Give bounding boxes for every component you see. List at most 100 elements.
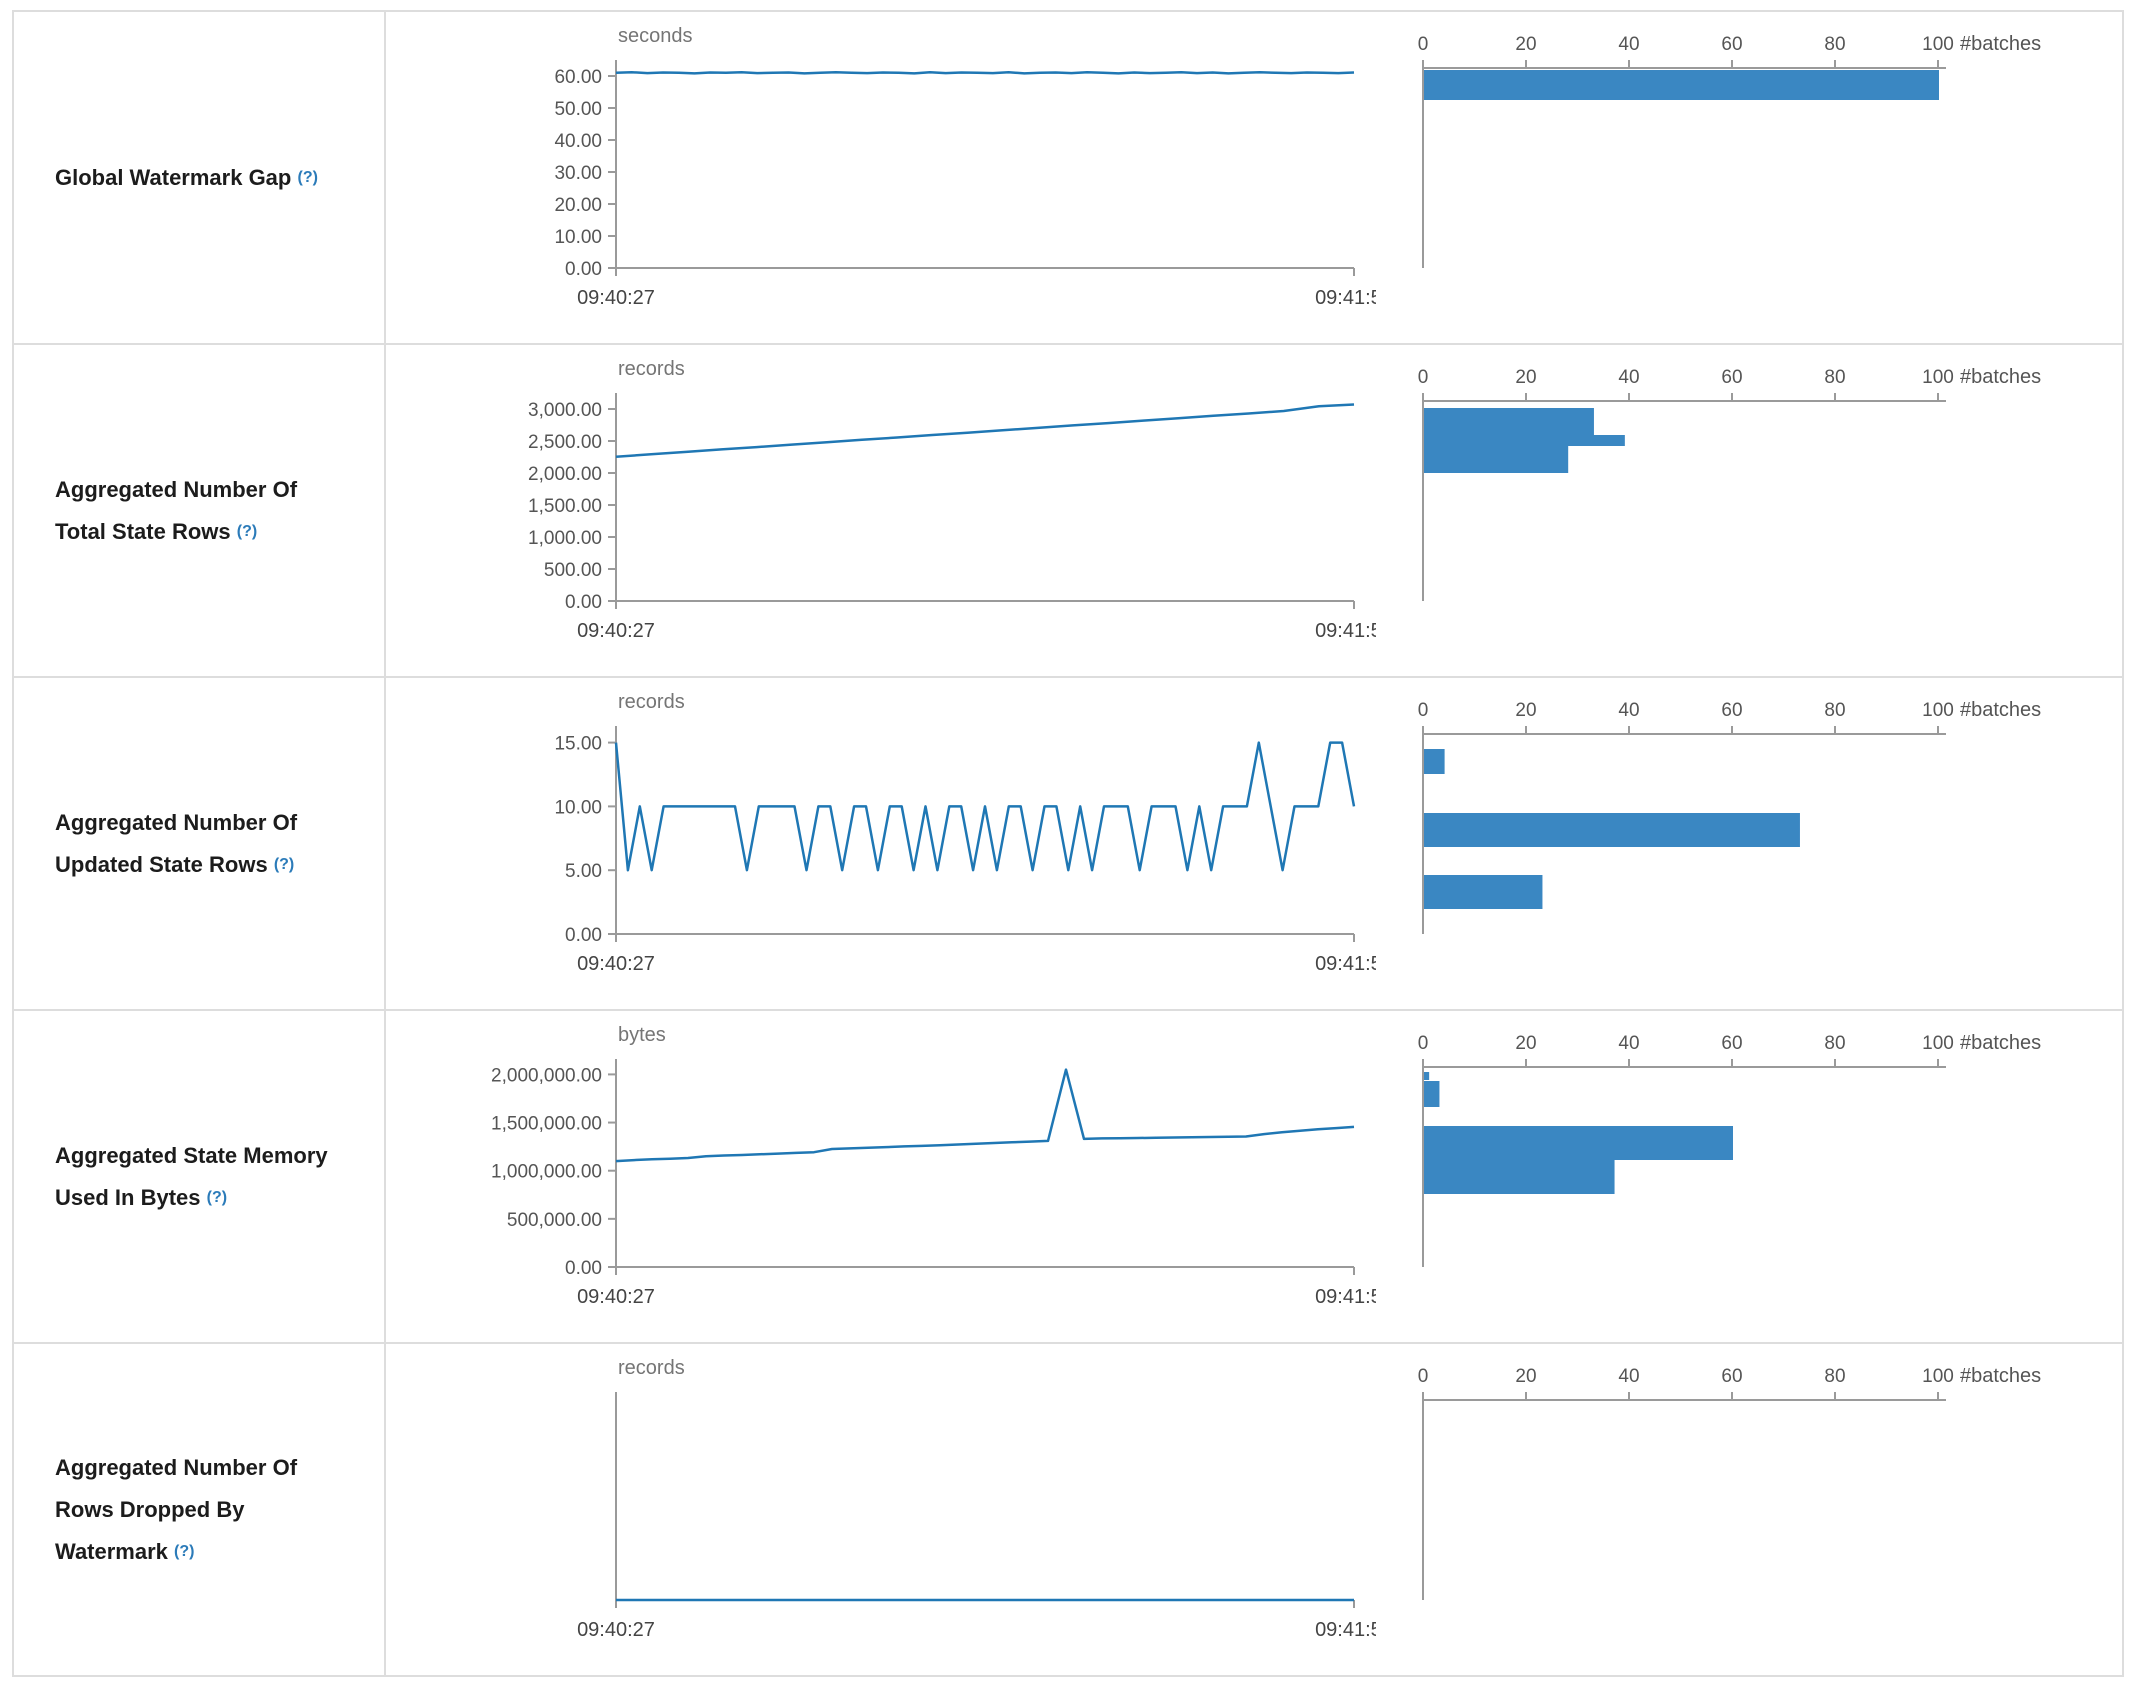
svg-text:0: 0 bbox=[1418, 367, 1429, 388]
svg-text:records: records bbox=[618, 691, 685, 713]
svg-text:100: 100 bbox=[1922, 700, 1954, 721]
svg-text:09:40:27: 09:40:27 bbox=[577, 1619, 655, 1641]
metric-label-cell: Aggregated Number Of Total State Rows (?… bbox=[14, 345, 386, 676]
svg-text:80: 80 bbox=[1824, 1033, 1845, 1054]
metric-charts-cell: records 09:40:27 09:41:56 0 20 40 60 80 100 #bat… bbox=[386, 1344, 2122, 1675]
metric-charts-cell: records 0.00 5.00 10.00 15.00 09:40:27 09:41:5… bbox=[386, 678, 2122, 1009]
svg-text:40: 40 bbox=[1618, 1033, 1639, 1054]
svg-text:records: records bbox=[618, 358, 685, 380]
svg-text:09:40:27: 09:40:27 bbox=[577, 287, 655, 309]
metric-row: Aggregated State Memory Used In Bytes (?… bbox=[14, 1009, 2122, 1342]
svg-text:1,000,000.00: 1,000,000.00 bbox=[491, 1162, 602, 1183]
svg-text:09:41:56: 09:41:56 bbox=[1315, 1619, 1376, 1641]
svg-text:5.00: 5.00 bbox=[565, 861, 602, 882]
svg-text:20: 20 bbox=[1515, 1366, 1536, 1387]
svg-text:#batches: #batches bbox=[1960, 1032, 2041, 1054]
timeline-line-chart: records 0.00 500.00 1,000.00 1,500.00 2,000.0… bbox=[528, 358, 1376, 642]
svg-text:50.00: 50.00 bbox=[554, 99, 602, 120]
svg-text:20: 20 bbox=[1515, 700, 1536, 721]
svg-text:60: 60 bbox=[1721, 1033, 1742, 1054]
help-question-link[interactable]: (?) bbox=[206, 1188, 228, 1206]
help-question-link[interactable]: (?) bbox=[174, 1542, 195, 1560]
svg-text:0.00: 0.00 bbox=[565, 1258, 602, 1279]
svg-text:2,500.00: 2,500.00 bbox=[528, 432, 602, 453]
metric-label: Aggregated Number Of Updated State Rows bbox=[55, 809, 298, 877]
svg-text:2,000,000.00: 2,000,000.00 bbox=[491, 1065, 602, 1086]
svg-text:1,000.00: 1,000.00 bbox=[528, 528, 602, 549]
svg-text:80: 80 bbox=[1824, 700, 1845, 721]
svg-text:100: 100 bbox=[1922, 367, 1954, 388]
svg-text:09:40:27: 09:40:27 bbox=[577, 953, 655, 975]
svg-text:15.00: 15.00 bbox=[554, 734, 602, 755]
svg-text:0: 0 bbox=[1418, 700, 1429, 721]
batches-histogram-chart: 0 20 40 60 80 100 #batches bbox=[1418, 366, 2041, 601]
metric-row: Global Watermark Gap (?) seconds 0.00 10.0… bbox=[14, 12, 2122, 343]
timeline-line-chart: seconds 0.00 10.00 20.00 30.00 40.00 50.00 60.0… bbox=[554, 25, 1376, 309]
batches-histogram-chart: 0 20 40 60 80 100 #batches bbox=[1418, 33, 2041, 268]
metric-charts-cell: seconds 0.00 10.00 20.00 30.00 40.00 50.00 60.0… bbox=[386, 12, 2122, 343]
svg-text:100: 100 bbox=[1922, 1033, 1954, 1054]
svg-text:seconds: seconds bbox=[618, 25, 693, 47]
help-question-link[interactable]: (?) bbox=[273, 855, 295, 873]
metric-label-cell: Aggregated Number Of Rows Dropped By Wat… bbox=[14, 1344, 386, 1675]
svg-text:records: records bbox=[618, 1357, 685, 1379]
svg-text:80: 80 bbox=[1824, 34, 1845, 55]
svg-text:09:40:27: 09:40:27 bbox=[577, 620, 655, 642]
svg-text:0: 0 bbox=[1418, 34, 1429, 55]
svg-text:60.00: 60.00 bbox=[554, 67, 602, 88]
svg-text:20.00: 20.00 bbox=[554, 195, 602, 216]
batches-histogram-chart: 0 20 40 60 80 100 #batches bbox=[1418, 1365, 2041, 1600]
svg-text:40: 40 bbox=[1618, 1366, 1639, 1387]
timeline-line-chart: bytes 0.00 500,000.00 1,000,000.00 1,500,000… bbox=[491, 1024, 1376, 1308]
metric-label: Aggregated Number Of Total State Rows bbox=[55, 476, 298, 544]
svg-text:40: 40 bbox=[1618, 34, 1639, 55]
svg-text:40.00: 40.00 bbox=[554, 131, 602, 152]
metric-label: Aggregated Number Of Rows Dropped By Wat… bbox=[55, 1454, 298, 1564]
svg-text:09:40:27: 09:40:27 bbox=[577, 1286, 655, 1308]
svg-text:60: 60 bbox=[1721, 367, 1742, 388]
svg-text:10.00: 10.00 bbox=[554, 797, 602, 818]
svg-text:0.00: 0.00 bbox=[565, 925, 602, 946]
metric-charts-cell: bytes 0.00 500,000.00 1,000,000.00 1,500,000… bbox=[386, 1011, 2122, 1342]
streaming-metrics-table: Global Watermark Gap (?) seconds 0.00 10.0… bbox=[12, 10, 2124, 1677]
svg-text:0: 0 bbox=[1418, 1366, 1429, 1387]
svg-text:#batches: #batches bbox=[1960, 366, 2041, 388]
svg-text:30.00: 30.00 bbox=[554, 163, 602, 184]
svg-text:1,500,000.00: 1,500,000.00 bbox=[491, 1114, 602, 1135]
metric-label-cell: Global Watermark Gap (?) bbox=[14, 12, 386, 343]
svg-text:2,000.00: 2,000.00 bbox=[528, 464, 602, 485]
svg-text:60: 60 bbox=[1721, 700, 1742, 721]
svg-text:20: 20 bbox=[1515, 34, 1536, 55]
svg-text:09:41:56: 09:41:56 bbox=[1315, 620, 1376, 642]
svg-text:09:41:56: 09:41:56 bbox=[1315, 287, 1376, 309]
svg-text:100: 100 bbox=[1922, 34, 1954, 55]
metric-label-cell: Aggregated Number Of Updated State Rows … bbox=[14, 678, 386, 1009]
svg-text:80: 80 bbox=[1824, 1366, 1845, 1387]
svg-text:500,000.00: 500,000.00 bbox=[507, 1210, 602, 1231]
svg-text:1,500.00: 1,500.00 bbox=[528, 496, 602, 517]
metric-row: Aggregated Number Of Rows Dropped By Wat… bbox=[14, 1342, 2122, 1675]
svg-text:bytes: bytes bbox=[618, 1024, 666, 1046]
metric-row: Aggregated Number Of Updated State Rows … bbox=[14, 676, 2122, 1009]
svg-text:40: 40 bbox=[1618, 700, 1639, 721]
svg-text:20: 20 bbox=[1515, 367, 1536, 388]
timeline-line-chart: records 09:40:27 09:41:56 bbox=[577, 1357, 1376, 1641]
svg-text:500.00: 500.00 bbox=[544, 560, 602, 581]
svg-text:09:41:56: 09:41:56 bbox=[1315, 953, 1376, 975]
metric-label: Aggregated State Memory Used In Bytes bbox=[55, 1142, 328, 1210]
svg-text:40: 40 bbox=[1618, 367, 1639, 388]
svg-text:#batches: #batches bbox=[1960, 699, 2041, 721]
metric-charts-cell: records 0.00 500.00 1,000.00 1,500.00 2,000.0… bbox=[386, 345, 2122, 676]
batches-histogram-chart: 0 20 40 60 80 100 #batches bbox=[1418, 1032, 2041, 1267]
svg-text:#batches: #batches bbox=[1960, 33, 2041, 55]
timeline-line-chart: records 0.00 5.00 10.00 15.00 09:40:27 09:41:5… bbox=[554, 691, 1376, 975]
help-question-link[interactable]: (?) bbox=[297, 168, 318, 186]
svg-text:0: 0 bbox=[1418, 1033, 1429, 1054]
svg-text:09:41:56: 09:41:56 bbox=[1315, 1286, 1376, 1308]
metric-label: Global Watermark Gap bbox=[55, 164, 292, 190]
svg-text:60: 60 bbox=[1721, 1366, 1742, 1387]
svg-text:80: 80 bbox=[1824, 367, 1845, 388]
help-question-link[interactable]: (?) bbox=[236, 522, 258, 540]
svg-text:10.00: 10.00 bbox=[554, 227, 602, 248]
